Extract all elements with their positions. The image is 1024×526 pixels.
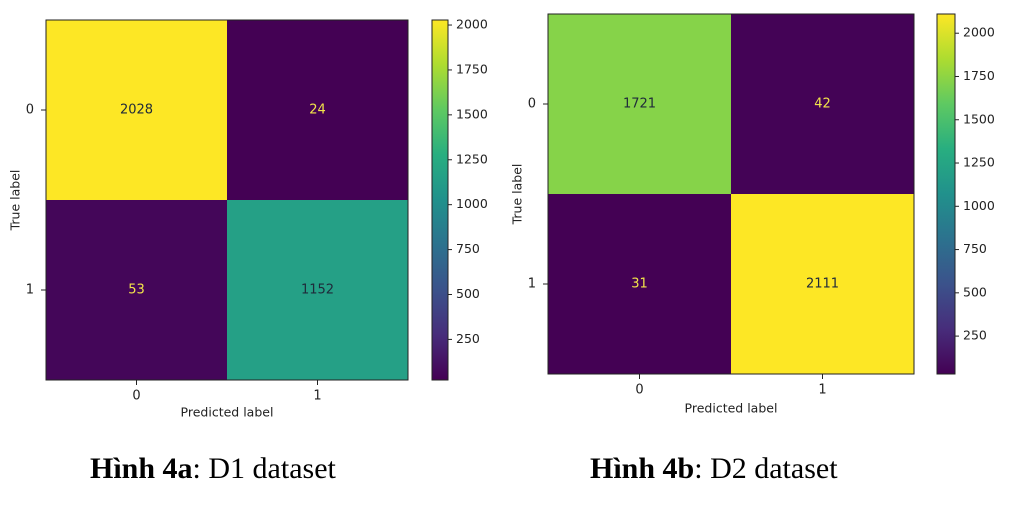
colorbar-tick-label: 1500 <box>963 111 995 126</box>
y-tick-label: 0 <box>528 97 536 112</box>
caption-text: : D2 dataset <box>694 452 838 485</box>
x-tick-label: 1 <box>818 383 826 398</box>
cell-value-label: 1152 <box>301 283 334 298</box>
y-tick-label: 0 <box>26 103 34 118</box>
cell-value-label: 31 <box>631 277 648 292</box>
matrix-cell <box>731 14 914 194</box>
cell-value-label: 2028 <box>120 103 153 118</box>
colorbar-tick-label: 1000 <box>456 196 488 211</box>
cell-value-label: 2111 <box>806 277 839 292</box>
matrix-cell <box>548 194 731 374</box>
colorbar-tick-label: 500 <box>963 284 987 299</box>
y-axis-label: True label <box>510 164 525 226</box>
colorbar-tick-label: 1500 <box>456 106 488 121</box>
matrix-cell <box>548 14 731 194</box>
matrix-cell <box>227 20 408 200</box>
cell-value-label: 1721 <box>623 97 656 112</box>
cell-value-label: 53 <box>128 283 145 298</box>
cell-value-label: 42 <box>814 97 831 112</box>
confusion-matrix-d1: 2028 24 53 1152 0 1 0 1 Predicted label True labe… <box>8 17 488 420</box>
colorbar-tick-label: 1000 <box>963 198 995 213</box>
caption-text: : D1 dataset <box>192 452 336 485</box>
caption-figure-4a: Hình 4a: D1 dataset <box>90 452 336 486</box>
caption-label: Hình 4b <box>590 452 695 485</box>
matrix-cell <box>46 200 227 380</box>
x-axis-label: Predicted label <box>181 405 274 420</box>
confusion-matrix-d2: 1721 42 31 2111 0 1 0 1 Predicted label True labe… <box>510 13 995 416</box>
colorbar-tick-label: 1250 <box>963 155 995 170</box>
cell-value-label: 24 <box>309 103 326 118</box>
matrix-cell <box>227 200 408 380</box>
matrix-cell <box>731 194 914 374</box>
caption-label: Hình 4a <box>90 452 193 485</box>
y-axis-label: True label <box>8 170 23 232</box>
colorbar-tick-label: 1750 <box>963 68 995 83</box>
colorbar-tick-label: 1250 <box>456 151 488 166</box>
x-tick-label: 1 <box>313 389 321 404</box>
x-axis-label: Predicted label <box>685 401 778 416</box>
colorbar-tick-label: 750 <box>963 241 987 256</box>
matrix-frame <box>547 13 915 375</box>
colorbar-tick-label: 2000 <box>456 17 488 32</box>
colorbar-tick-label: 750 <box>456 241 480 256</box>
colorbar-tick-label: 1750 <box>456 61 488 76</box>
matrix-cell <box>46 20 227 200</box>
y-tick-label: 1 <box>26 283 34 298</box>
matrix-frame <box>45 19 409 381</box>
x-tick-label: 0 <box>635 383 643 398</box>
colorbar-tick-label: 250 <box>456 331 480 346</box>
x-tick-label: 0 <box>132 389 140 404</box>
colorbar-tick-label: 250 <box>963 328 987 343</box>
colorbar <box>431 19 449 381</box>
y-tick-label: 1 <box>528 277 536 292</box>
colorbar <box>936 13 956 375</box>
colorbar-tick-label: 500 <box>456 286 480 301</box>
caption-figure-4b: Hình 4b: D2 dataset <box>590 452 838 486</box>
colorbar-tick-label: 2000 <box>963 25 995 40</box>
